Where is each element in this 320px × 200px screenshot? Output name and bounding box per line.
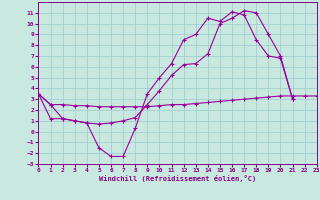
X-axis label: Windchill (Refroidissement éolien,°C): Windchill (Refroidissement éolien,°C) [99, 175, 256, 182]
